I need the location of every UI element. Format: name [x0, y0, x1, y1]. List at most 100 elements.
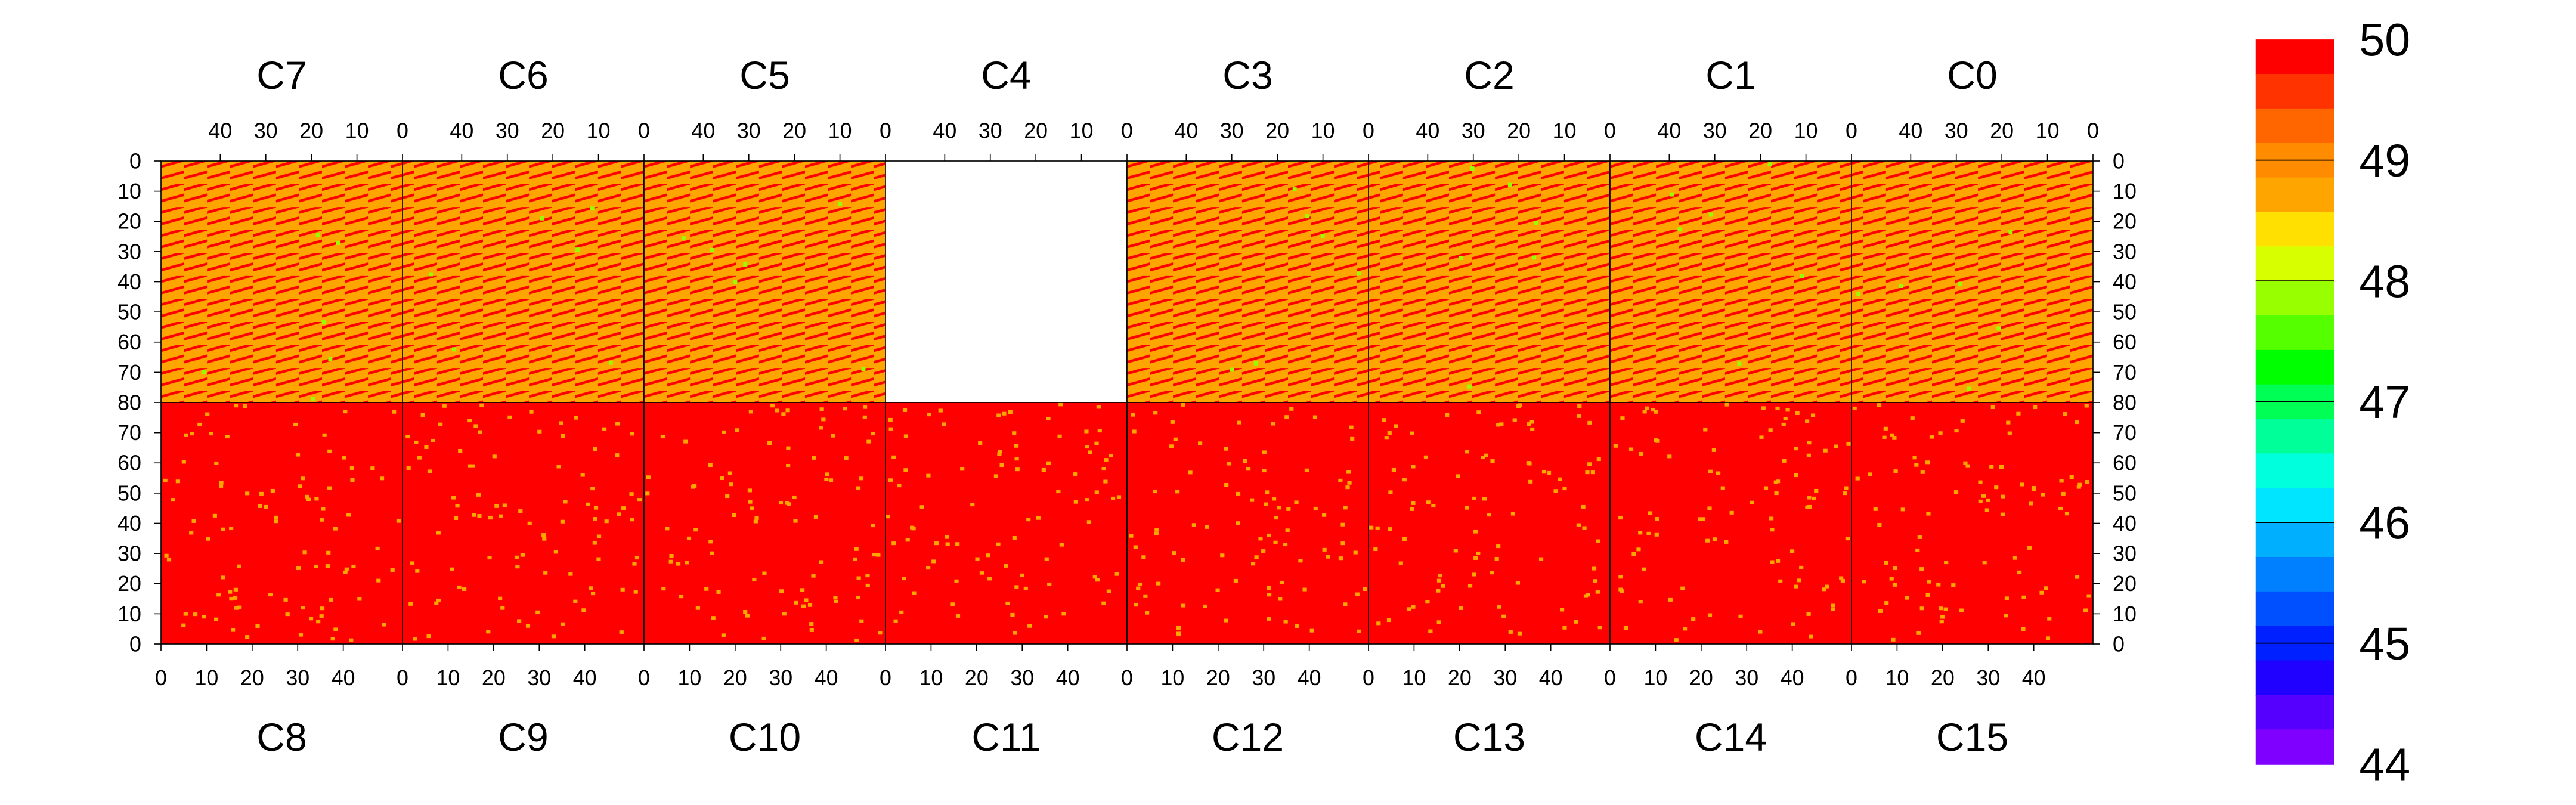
heatmap-cell: [661, 587, 666, 591]
heatmap-cell: [2020, 482, 2024, 487]
x-tick-label: 0: [638, 119, 650, 143]
heatmap-cell: [856, 576, 861, 580]
heatmap-cell: [1153, 490, 1157, 494]
colorbar-segment: [2255, 522, 2334, 558]
heatmap-cell: [190, 432, 194, 436]
heatmap-cell: [1708, 469, 1713, 473]
heatmap-cell: [258, 504, 262, 508]
heatmap-cell: [473, 424, 478, 428]
heatmap-cell: [1701, 517, 1706, 521]
heatmap-cell: [1877, 403, 1882, 407]
heatmap-cell: [1278, 597, 1283, 601]
heatmap-cell: [1651, 408, 1656, 412]
heatmap-cell: [596, 557, 601, 561]
heatmap-cell: [1472, 572, 1476, 577]
heatmap-cell: [1181, 402, 1185, 407]
colorbar-segment: [2255, 281, 2334, 317]
heatmap-cell: [634, 556, 640, 560]
heatmap-cell: [1620, 589, 1624, 593]
heatmap-cell: [1267, 533, 1271, 537]
heatmap-cell: [668, 559, 673, 564]
heatmap-cell: [1618, 575, 1623, 579]
x-tick-label: 10: [195, 666, 219, 690]
heatmap-cell: [346, 513, 351, 517]
heatmap-cell: [327, 486, 332, 490]
heatmap-cell: [181, 623, 186, 627]
heatmap-cell: [1978, 480, 1983, 484]
x-tick-label: 40: [1056, 666, 1080, 690]
heatmap-cell: [1481, 455, 1485, 460]
heatmap-cell: [1680, 586, 1685, 590]
heatmap-cell: [1382, 418, 1386, 422]
heatmap-cell: [729, 482, 733, 487]
panel-c0: [1852, 161, 2093, 402]
heatmap-cell: [350, 478, 355, 482]
heatmap-cell: [1530, 420, 1534, 424]
heatmap-cell: [1805, 419, 1810, 423]
heatmap-cell: [1340, 541, 1345, 546]
heatmap-cell: [1402, 478, 1407, 482]
heatmap-cell: [1936, 583, 1941, 587]
heatmap-cell: [1459, 606, 1463, 610]
heatmap-cell: [856, 486, 861, 490]
heatmap-cell: [259, 491, 264, 496]
heatmap-cell: [1582, 526, 1587, 530]
heatmap-cell: [306, 497, 311, 501]
heatmap-cell: [934, 541, 939, 546]
y-tick-label: 60: [117, 451, 141, 475]
y-tick-label: 40: [2113, 270, 2137, 294]
heatmap-cell: [1494, 556, 1499, 561]
heatmap-cell: [754, 516, 759, 520]
y-tick-label: 40: [117, 270, 141, 294]
heatmap-cell: [216, 593, 221, 597]
heatmap-cell: [931, 559, 936, 564]
heatmap-cell: [686, 536, 692, 540]
y-tick-label: 80: [2113, 391, 2137, 414]
heatmap-cell: [408, 602, 413, 606]
heatmap-cell: [1774, 491, 1779, 496]
heatmap-cell: [551, 634, 556, 639]
heatmap-cell: [1825, 584, 1829, 589]
heatmap-cell: [1073, 472, 1078, 476]
heatmap-cell: [1507, 182, 1512, 187]
heatmap-cell: [1338, 478, 1343, 482]
heatmap-cell: [813, 515, 819, 519]
heatmap-cell: [1587, 420, 1592, 425]
heatmap-cell: [1708, 212, 1713, 217]
heatmap-cell: [793, 519, 798, 523]
heatmap-cell: [591, 592, 596, 596]
heatmap-cell: [1411, 465, 1416, 469]
heatmap-cell: [750, 506, 754, 510]
heatmap-cell: [1667, 454, 1672, 459]
heatmap-cell: [786, 464, 791, 468]
y-tick-label: 60: [117, 330, 141, 354]
x-tick-label: 20: [782, 119, 806, 143]
heatmap-cell: [770, 404, 775, 408]
y-tick-label: 60: [2113, 330, 2137, 354]
x-tick-label: 0: [880, 119, 891, 143]
heatmap-cell: [1476, 551, 1481, 555]
heatmap-cell: [228, 590, 233, 594]
heatmap-cell: [1926, 512, 1931, 516]
heatmap-cell: [1265, 490, 1270, 494]
heatmap-cell: [1965, 464, 1970, 468]
heatmap-cell: [828, 478, 834, 482]
heatmap-cell: [1109, 453, 1113, 458]
heatmap-cell: [1388, 490, 1393, 494]
heatmap-cell: [1805, 505, 1810, 509]
heatmap-cell: [1959, 608, 1964, 612]
heatmap-cell: [1711, 448, 1716, 452]
heatmap-cell: [1530, 427, 1535, 431]
heatmap-cell: [1852, 406, 1857, 410]
heatmap-cell: [986, 553, 990, 558]
panel-c2: [1368, 161, 1610, 402]
heatmap-cell: [1773, 480, 1778, 484]
heatmap-cell: [1674, 638, 1679, 642]
heatmap-cell: [1476, 410, 1481, 414]
heatmap-cell: [710, 248, 714, 252]
heatmap-cell: [1284, 415, 1289, 419]
heatmap-cell: [1014, 457, 1019, 461]
heatmap-cell: [343, 410, 348, 414]
heatmap-cell: [1761, 406, 1766, 410]
heatmap-cell: [310, 397, 315, 401]
